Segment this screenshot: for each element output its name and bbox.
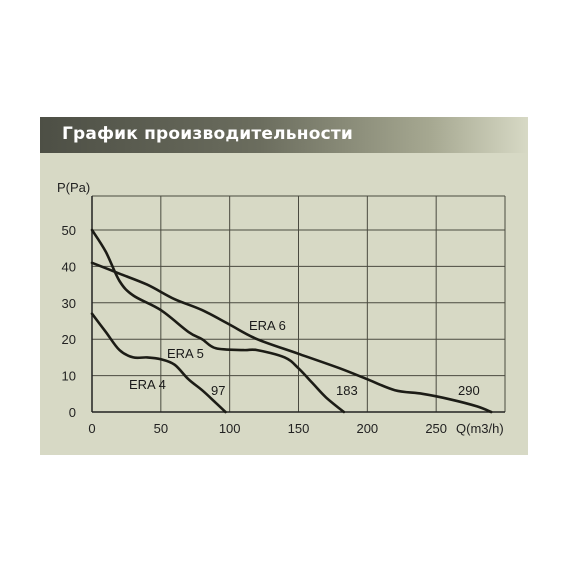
series-lines [90, 228, 493, 414]
y-tick-label: 10 [62, 369, 76, 384]
y-tick-label: 40 [62, 259, 76, 274]
series-name-label: ERA 5 [167, 346, 204, 361]
x-tick-label: 150 [288, 421, 310, 436]
tick-labels: 0 50 100 150 200 250 0 10 20 30 40 50 P(Pa) Q(m3/h) [57, 180, 504, 436]
series-name-label: ERA 4 [129, 377, 166, 392]
y-axis-label: P(Pa) [57, 180, 90, 195]
series-line-era-6 [90, 261, 493, 414]
series-line-era-4 [90, 312, 227, 414]
series-end-label: 183 [336, 383, 358, 398]
series-name-label: ERA 6 [249, 318, 286, 333]
x-tick-label: 50 [154, 421, 168, 436]
x-tick-label: 100 [219, 421, 241, 436]
chart-title: График производительности [62, 124, 354, 144]
x-axis-label: Q(m3/h) [456, 421, 504, 436]
series-end-label: 97 [211, 383, 225, 398]
series-line-era-5 [90, 228, 346, 414]
chart-header-bar [40, 117, 528, 153]
series-labels: ERA 4 97 ERA 5 183 ERA 6 290 [129, 318, 480, 398]
y-tick-label: 50 [62, 223, 76, 238]
series-end-label: 290 [458, 383, 480, 398]
x-tick-label: 200 [356, 421, 378, 436]
x-tick-label: 250 [425, 421, 447, 436]
grid [91, 195, 506, 413]
y-tick-label: 0 [69, 405, 76, 420]
x-tick-label: 0 [88, 421, 95, 436]
y-tick-label: 20 [62, 332, 76, 347]
y-tick-label: 30 [62, 296, 76, 311]
